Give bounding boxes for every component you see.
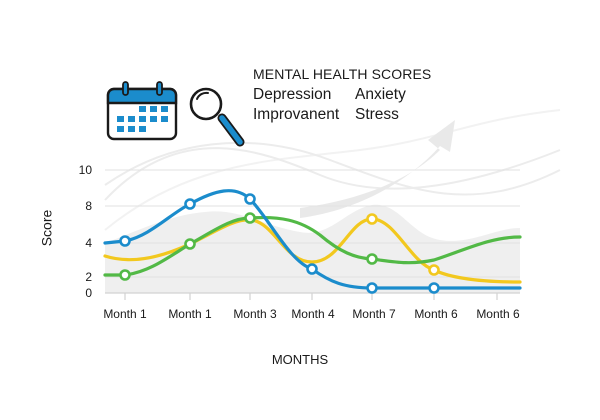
legend-item-stress: Stress [355,106,399,123]
y-tick: 8 [85,199,92,213]
x-tick: Month 6 [414,307,458,321]
series-markers-green [119,212,378,281]
y-tick: 4 [85,236,92,250]
decorative-waves [104,109,561,231]
calendar-icon [106,81,178,141]
y-axis-label: Score [38,209,55,247]
x-tick: Month 3 [233,307,277,321]
x-tick: Month 6 [476,307,520,321]
background-area [105,204,520,293]
y-tick: 10 [78,163,92,177]
series-markers-yellow [366,213,440,276]
x-axis [105,292,520,300]
series-markers-blue [119,193,440,294]
legend-item-depression: Depression [253,86,332,103]
x-tick: Month 1 [168,307,212,321]
chart-title: MENTAL HEALTH SCORES [253,66,432,82]
legend-item-anxiety: Anxiety [355,86,406,103]
x-tick: Month 7 [352,307,396,321]
y-tick: 0 [85,286,92,300]
x-axis-label: MONTHS [271,352,329,367]
y-tick: 2 [85,270,92,284]
legend-item-improvement: Improvanent [253,106,340,123]
x-tick: Month 4 [291,307,335,321]
x-tick: Month 1 [103,307,147,321]
magnifying-glass-icon [189,87,245,147]
trend-arrow-icon [300,120,455,218]
